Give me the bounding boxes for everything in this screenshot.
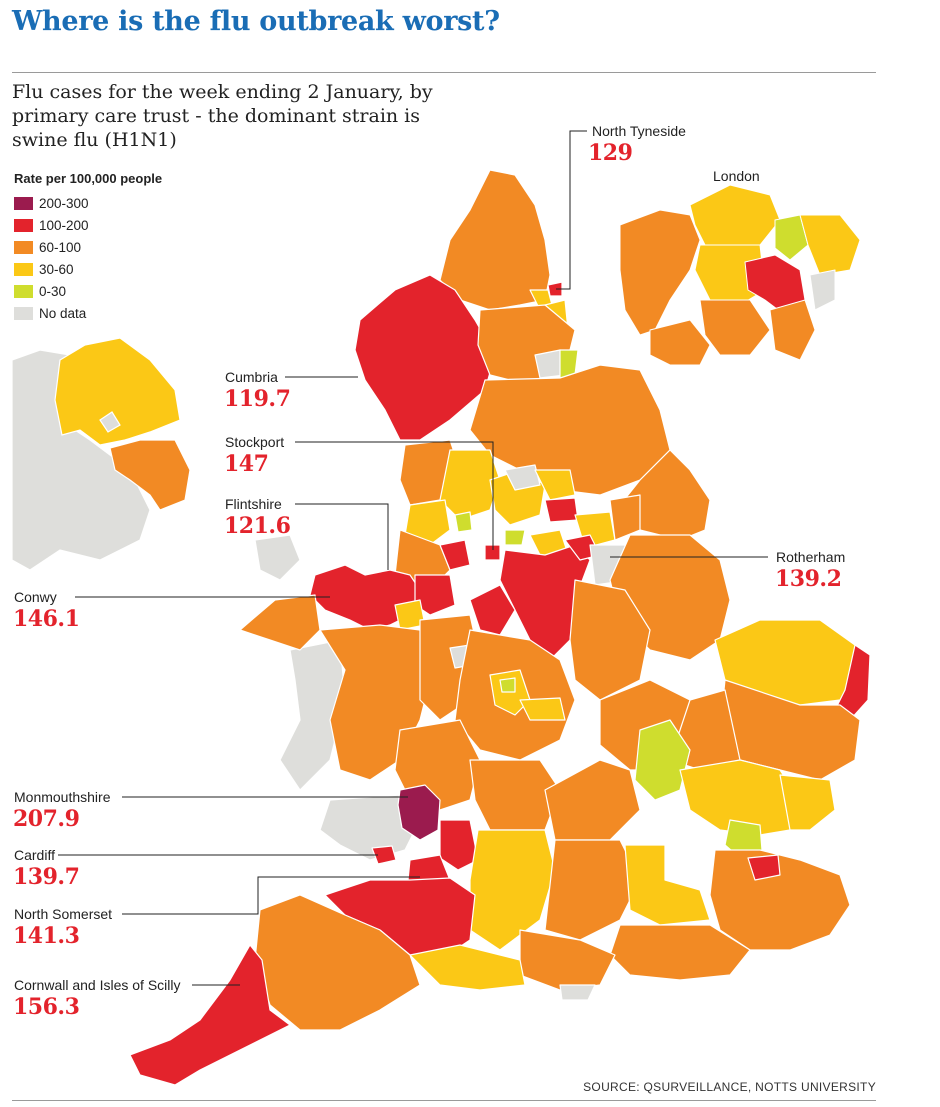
legend-item-60-100: 60-100	[14, 240, 81, 255]
legend-swatch	[14, 241, 33, 254]
callout-rotherham-name: Rotherham	[776, 549, 846, 565]
callout-cumbria-value: 119.7	[224, 386, 291, 412]
callout-leaders	[58, 130, 768, 986]
legend-swatch	[14, 307, 33, 320]
callout-flintshire-value: 121.6	[224, 513, 291, 539]
source-credit: SOURCE: QSURVEILLANCE, NOTTS UNIVERSITY	[583, 1080, 876, 1094]
legend-item-no-data: No data	[14, 306, 86, 321]
callout-flintshire-name: Flintshire	[225, 496, 282, 512]
legend-swatch	[14, 263, 33, 276]
headline: Where is the flu outbreak worst?	[12, 6, 500, 37]
legend-label: 0-30	[39, 284, 67, 299]
callout-conwy-value: 146.1	[13, 606, 80, 632]
callout-cardiff-name: Cardiff	[14, 847, 55, 863]
london-inset-label: London	[713, 168, 760, 184]
legend-label: 30-60	[39, 262, 74, 277]
callout-cornwall-value: 156.3	[13, 994, 80, 1020]
callout-cumbria-name: Cumbria	[225, 369, 278, 385]
callout-north-tyneside-name: North Tyneside	[592, 123, 686, 139]
legend-label: 100-200	[39, 218, 89, 233]
callout-stockport-value: 147	[224, 451, 269, 477]
legend-swatch	[14, 197, 33, 210]
legend-item-200-300: 200-300	[14, 196, 89, 211]
legend-item-0-30: 0-30	[14, 284, 66, 299]
callout-stockport-name: Stockport	[225, 434, 285, 450]
callout-north-tyneside-value: 129	[588, 140, 633, 166]
legend-label: 200-300	[39, 196, 89, 211]
northern-ireland-region	[11, 337, 191, 571]
legend-swatch	[14, 285, 33, 298]
legend-item-100-200: 100-200	[14, 218, 89, 233]
callout-rotherham-value: 139.2	[775, 566, 842, 592]
divider-bottom	[12, 1100, 876, 1101]
callout-monmouthshire-value: 207.9	[13, 806, 80, 832]
legend-label: No data	[39, 306, 87, 321]
divider-top	[12, 72, 876, 73]
wales-west-no-data	[254, 534, 421, 861]
england-wales-map	[129, 169, 871, 1086]
callout-north-somerset-name: North Somerset	[14, 906, 113, 922]
ni-orange	[109, 439, 191, 511]
callout-conwy-name: Conwy	[14, 589, 57, 605]
callout-cardiff-value: 139.7	[13, 864, 80, 890]
legend-swatch	[14, 219, 33, 232]
legend-item-30-60: 30-60	[14, 262, 74, 277]
ni-lough	[99, 411, 121, 433]
legend-label: 60-100	[39, 240, 82, 255]
callout-cornwall-name: Cornwall and Isles of Scilly	[14, 977, 181, 993]
legend-title: Rate per 100,000 people	[14, 171, 163, 186]
subtitle: Flu cases for the week ending 2 January,…	[12, 81, 433, 151]
callout-monmouthshire-name: Monmouthshire	[14, 789, 111, 805]
ni-yellow	[54, 337, 181, 446]
london-inset	[619, 184, 861, 366]
callout-north-somerset-value: 141.3	[13, 923, 80, 949]
